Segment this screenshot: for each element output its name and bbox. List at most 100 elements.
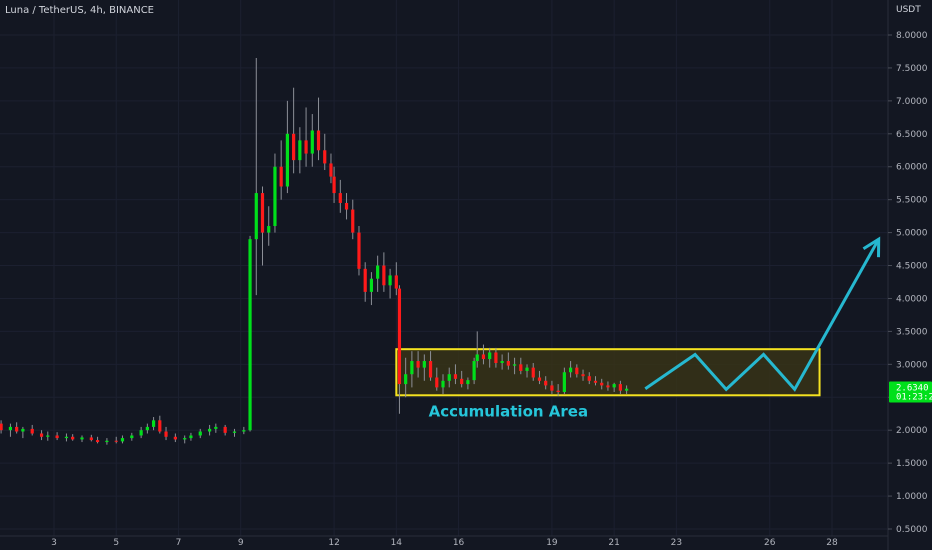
- candle: [376, 255, 380, 292]
- candle: [593, 376, 598, 386]
- candle-body: [625, 388, 629, 391]
- candle-body: [394, 275, 398, 289]
- candle-body: [114, 440, 118, 442]
- candle: [158, 415, 162, 434]
- candle-body: [298, 140, 302, 161]
- candle-body: [472, 361, 476, 381]
- candle: [410, 351, 414, 388]
- price-tick-label: 6.5000: [896, 130, 928, 140]
- candle-body: [189, 435, 193, 439]
- accumulation-label: Accumulation Area: [429, 402, 588, 420]
- candle: [394, 262, 398, 296]
- candle-body: [0, 423, 3, 431]
- candle: [304, 107, 308, 167]
- candle: [537, 370, 542, 385]
- candle-body: [254, 193, 258, 240]
- candle-body: [562, 372, 566, 392]
- candle-body: [600, 382, 604, 386]
- candle: [55, 432, 59, 441]
- candle: [248, 235, 252, 432]
- candle-body: [120, 438, 125, 442]
- candle: [550, 380, 554, 394]
- candle-body: [441, 380, 445, 388]
- candle: [369, 272, 374, 306]
- candle-body: [242, 430, 246, 432]
- candle: [223, 424, 227, 436]
- candle-body: [612, 384, 616, 388]
- candle-countdown: 01:23:25: [896, 392, 932, 402]
- candle-body: [581, 374, 585, 377]
- candle-body: [214, 426, 218, 429]
- candle-body: [369, 278, 374, 292]
- candle: [267, 206, 271, 246]
- candle: [416, 351, 420, 378]
- price-tick-label: 5.0000: [896, 229, 928, 239]
- price-tick-label: 7.5000: [896, 64, 928, 74]
- candle: [363, 262, 367, 302]
- time-tick-label: 9: [238, 538, 244, 548]
- candle: [447, 367, 451, 388]
- candle: [519, 357, 523, 375]
- candle-body: [475, 354, 479, 362]
- candle: [279, 140, 283, 200]
- candle-body: [95, 440, 100, 443]
- candle: [145, 423, 149, 434]
- candle-body: [500, 361, 504, 364]
- candle-body: [145, 426, 149, 431]
- candle: [260, 186, 265, 266]
- candle-body: [568, 367, 573, 373]
- candle-body: [39, 433, 44, 437]
- last-price-tag: 2.6340 01:23:25: [889, 381, 932, 403]
- candle-body: [428, 361, 433, 378]
- candle: [30, 424, 34, 436]
- candle: [105, 438, 109, 445]
- candle-body: [329, 163, 333, 177]
- candle: [151, 417, 156, 431]
- candle-body: [488, 352, 492, 360]
- candle-body: [587, 376, 591, 381]
- time-axis[interactable]: 3 5 7 9 12 14 16 19 21 23 26 28: [51, 538, 838, 548]
- candle: [254, 58, 258, 296]
- candles: [0, 58, 629, 445]
- candle: [351, 199, 355, 240]
- candle: [556, 384, 560, 396]
- candle: [130, 432, 134, 441]
- time-tick-label: 12: [328, 538, 339, 548]
- candle-body: [64, 436, 69, 439]
- candle: [39, 430, 44, 441]
- candle-body: [388, 275, 392, 286]
- candle: [71, 434, 75, 441]
- time-tick-label: 3: [51, 538, 57, 548]
- price-tick-label: 4.5000: [896, 262, 928, 272]
- candle: [606, 381, 610, 391]
- candle-body: [8, 426, 13, 431]
- time-tick-label: 21: [608, 538, 619, 548]
- candle: [587, 372, 591, 385]
- time-tick-label: 14: [391, 538, 403, 548]
- candle: [173, 433, 177, 443]
- zigzag-arrow-icon: [644, 238, 880, 392]
- candle: [481, 344, 486, 365]
- candle: [89, 434, 93, 442]
- price-tick-label: 1.5000: [896, 459, 928, 469]
- candle-body: [267, 226, 271, 233]
- candle-body: [435, 377, 439, 388]
- candle-body: [382, 265, 386, 286]
- candle-body: [310, 130, 314, 154]
- candle-body: [525, 367, 529, 371]
- candle-body: [351, 209, 355, 233]
- candle: [581, 369, 585, 381]
- candle: [120, 435, 125, 444]
- candle: [612, 382, 616, 392]
- candle-body: [404, 374, 408, 385]
- candle-body: [363, 268, 367, 292]
- symbol-title[interactable]: Luna / TetherUS, 4h, BINANCE: [5, 5, 155, 16]
- candle: [397, 285, 402, 414]
- candle-body: [338, 193, 342, 203]
- candle-body: [481, 354, 486, 360]
- candle: [600, 378, 604, 390]
- candle: [15, 422, 19, 434]
- candle: [292, 87, 296, 174]
